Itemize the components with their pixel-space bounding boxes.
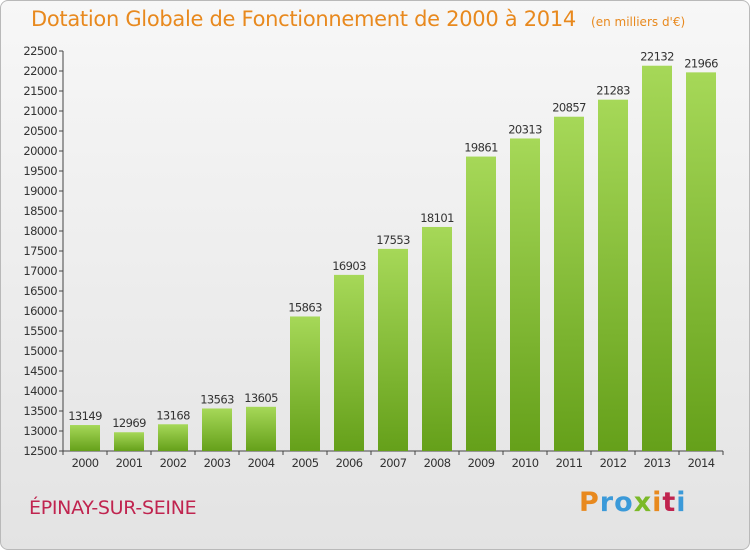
y-tick-label: 20500 [23,124,57,138]
x-tick-label: 2007 [380,456,407,470]
y-tick-label: 13000 [23,424,57,438]
bar-value-label: 13605 [244,391,278,405]
y-tick-label: 21000 [23,104,57,118]
bar-value-label: 21966 [684,56,718,70]
y-tick-label: 16500 [23,284,57,298]
x-tick-label: 2002 [160,456,187,470]
chart-title-row: Dotation Globale de Fonctionnement de 20… [31,7,685,31]
y-tick-label: 22000 [23,64,57,78]
x-tick-label: 2001 [116,456,143,470]
y-tick-label: 14500 [23,364,57,378]
proxiti-logo[interactable]: Proxiti [579,487,687,518]
chart-subtitle: (en milliers d'€) [591,15,686,29]
bar-value-label: 17553 [376,233,410,247]
bar [642,65,672,451]
bar [70,425,100,451]
bar-value-label: 13563 [200,392,234,406]
x-tick-label: 2009 [468,456,495,470]
chart-title: Dotation Globale de Fonctionnement de 20… [31,7,576,31]
x-tick-label: 2004 [248,456,275,470]
bar [422,226,452,451]
y-tick-label: 19500 [23,164,57,178]
bar-value-label: 22132 [640,50,674,64]
x-tick-label: 2000 [72,456,99,470]
bar [378,248,408,451]
y-tick-label: 18000 [23,224,57,238]
bar [598,99,628,452]
bar [114,432,144,451]
bar [334,274,364,451]
y-tick-label: 21500 [23,84,57,98]
bar [554,116,584,451]
bar [510,138,540,452]
y-tick-label: 19000 [23,184,57,198]
bar-value-label: 20857 [552,101,586,115]
x-tick-label: 2012 [600,456,627,470]
commune-name: ÉPINAY-SUR-SEINE [29,497,197,519]
bar-value-label: 18101 [420,211,454,225]
x-tick-label: 2014 [688,456,715,470]
y-tick-label: 13500 [23,404,57,418]
y-tick-label: 18500 [23,204,57,218]
x-tick-label: 2010 [512,456,539,470]
y-tick-label: 22500 [23,44,57,58]
x-tick-label: 2008 [424,456,451,470]
x-tick-label: 2005 [292,456,319,470]
bar [246,406,276,451]
bar-value-label: 16903 [332,259,366,273]
x-tick-label: 2011 [556,456,583,470]
y-tick-label: 16000 [23,304,57,318]
bar-value-label: 21283 [596,84,630,98]
bar [466,156,496,451]
x-tick-label: 2013 [644,456,671,470]
bar [202,408,232,451]
bar [158,424,188,451]
y-tick-label: 17500 [23,244,57,258]
x-tick-label: 2006 [336,456,363,470]
bar-value-label: 15863 [288,300,322,314]
y-tick-label: 14000 [23,384,57,398]
x-tick-label: 2003 [204,456,231,470]
y-tick-label: 12500 [23,444,57,458]
bar-value-label: 12969 [112,416,146,430]
y-tick-label: 17000 [23,264,57,278]
bar-value-label: 19861 [464,141,498,155]
y-tick-label: 15000 [23,344,57,358]
y-tick-label: 20000 [23,144,57,158]
bar [686,72,716,452]
bar-value-label: 13149 [68,409,102,423]
bar [290,316,320,451]
y-tick-label: 15500 [23,324,57,338]
bar-value-label: 13168 [156,408,190,422]
bar-value-label: 20313 [508,122,542,136]
